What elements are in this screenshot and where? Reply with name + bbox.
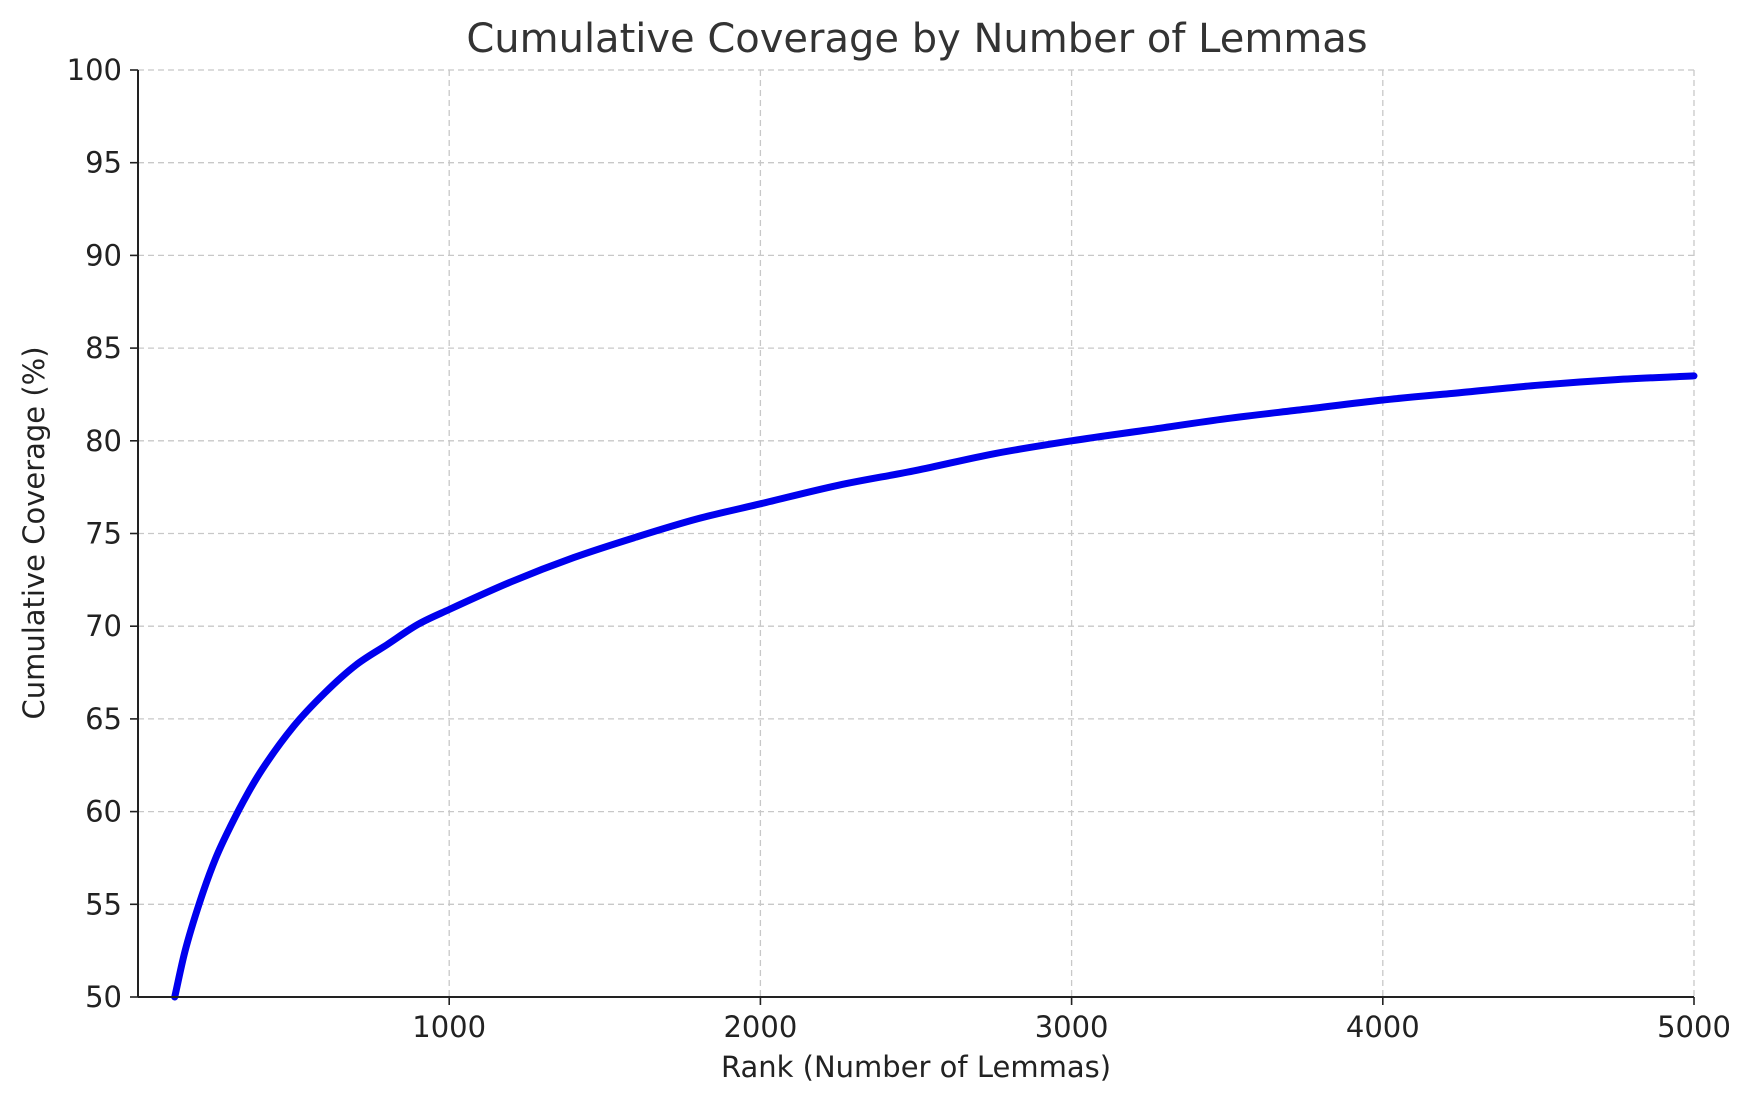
y-tick-label: 85 [85,331,122,365]
x-tick-label: 5000 [1657,1010,1731,1044]
x-tick-label: 2000 [723,1010,797,1044]
y-tick-label: 90 [85,238,122,272]
coverage-series-line [171,372,1698,1001]
x-tick-label: 3000 [1035,1010,1109,1044]
y-tick-label: 60 [85,795,122,829]
y-tick-label: 70 [85,609,122,643]
y-tick-label: 55 [85,887,122,921]
series-layer [171,372,1698,1001]
y-tick-label: 95 [85,146,122,180]
y-tick-label: 80 [85,424,122,458]
x-ticks: 1000 2000 3000 4000 5000 [412,997,1731,1044]
x-tick-label: 1000 [412,1010,486,1044]
chart-title: Cumulative Coverage by Number of Lemmas [466,16,1367,62]
y-tick-label: 75 [85,517,122,551]
y-ticks: 50 55 60 65 70 75 80 85 90 95 100 [67,53,138,1014]
x-tick-label: 4000 [1346,1010,1420,1044]
grid [138,69,1695,998]
y-tick-label: 100 [67,53,122,87]
y-tick-label: 50 [85,980,122,1014]
y-axis-label: Cumulative Coverage (%) [17,346,51,719]
x-axis-label: Rank (Number of Lemmas) [721,1050,1111,1084]
y-tick-label: 65 [85,702,122,736]
